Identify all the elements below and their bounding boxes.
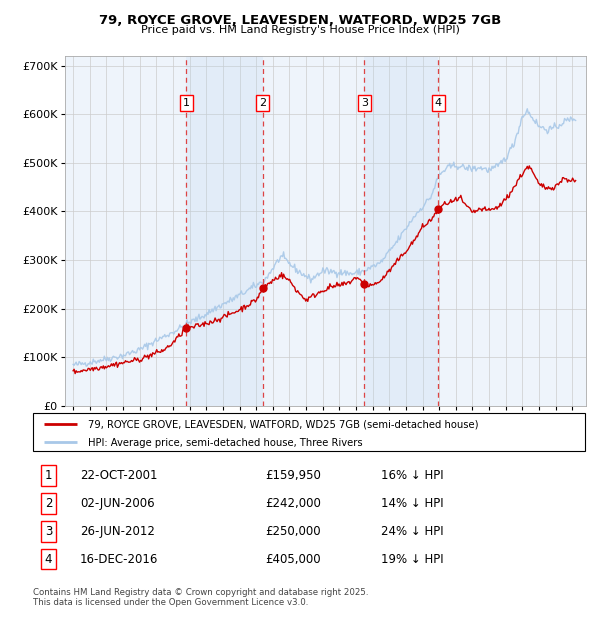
Text: 1: 1 <box>183 98 190 108</box>
Text: 3: 3 <box>361 98 368 108</box>
Text: 14% ↓ HPI: 14% ↓ HPI <box>381 497 443 510</box>
Text: 2: 2 <box>259 98 266 108</box>
Text: 02-JUN-2006: 02-JUN-2006 <box>80 497 155 510</box>
Text: HPI: Average price, semi-detached house, Three Rivers: HPI: Average price, semi-detached house,… <box>88 438 363 448</box>
Text: 16-DEC-2016: 16-DEC-2016 <box>80 552 158 565</box>
Text: Contains HM Land Registry data © Crown copyright and database right 2025.: Contains HM Land Registry data © Crown c… <box>33 588 368 597</box>
Text: 26-JUN-2012: 26-JUN-2012 <box>80 525 155 538</box>
Bar <box>186 56 263 406</box>
Text: This data is licensed under the Open Government Licence v3.0.: This data is licensed under the Open Gov… <box>33 598 308 607</box>
Text: 79, ROYCE GROVE, LEAVESDEN, WATFORD, WD25 7GB (semi-detached house): 79, ROYCE GROVE, LEAVESDEN, WATFORD, WD2… <box>88 420 479 430</box>
Text: 16% ↓ HPI: 16% ↓ HPI <box>381 469 443 482</box>
Text: 4: 4 <box>435 98 442 108</box>
Bar <box>364 56 439 406</box>
Text: 2: 2 <box>45 497 52 510</box>
Text: £242,000: £242,000 <box>265 497 321 510</box>
Text: 3: 3 <box>45 525 52 538</box>
Text: Price paid vs. HM Land Registry's House Price Index (HPI): Price paid vs. HM Land Registry's House … <box>140 25 460 35</box>
Text: 1: 1 <box>45 469 52 482</box>
Text: £405,000: £405,000 <box>265 552 320 565</box>
Text: 22-OCT-2001: 22-OCT-2001 <box>80 469 157 482</box>
Text: 19% ↓ HPI: 19% ↓ HPI <box>381 552 443 565</box>
Text: £250,000: £250,000 <box>265 525 320 538</box>
Text: 79, ROYCE GROVE, LEAVESDEN, WATFORD, WD25 7GB: 79, ROYCE GROVE, LEAVESDEN, WATFORD, WD2… <box>99 14 501 27</box>
Text: £159,950: £159,950 <box>265 469 321 482</box>
Text: 4: 4 <box>45 552 52 565</box>
FancyBboxPatch shape <box>33 413 585 451</box>
Text: 24% ↓ HPI: 24% ↓ HPI <box>381 525 443 538</box>
